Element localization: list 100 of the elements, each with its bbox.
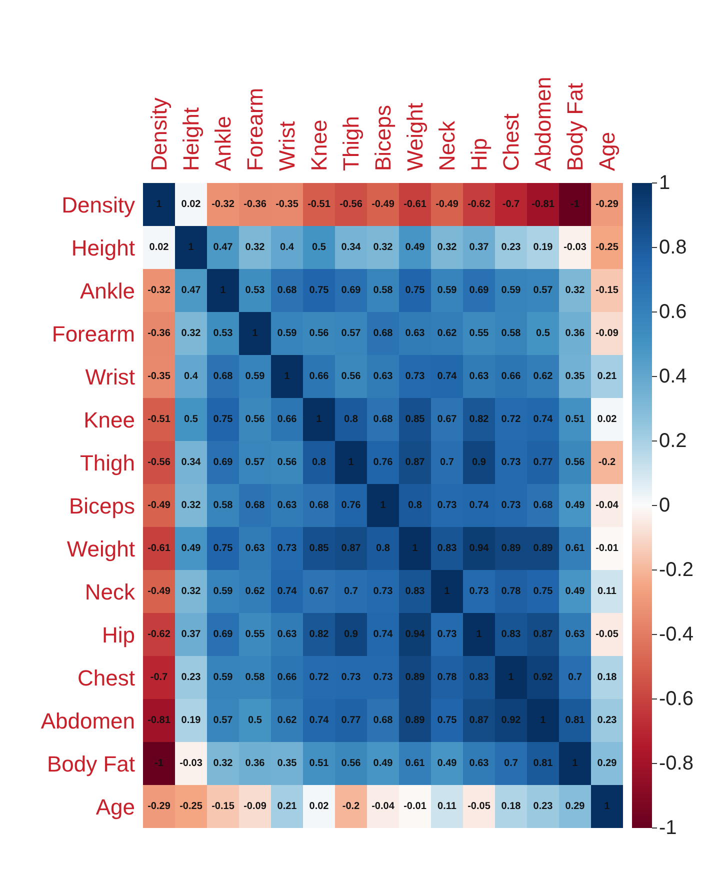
- data-label: 0.58: [213, 500, 234, 511]
- data-label: 0.37: [469, 242, 490, 253]
- data-label: 0.89: [501, 543, 522, 554]
- data-label: 0.74: [373, 629, 394, 640]
- data-label: 0.58: [245, 672, 266, 683]
- data-label: 0.74: [277, 586, 298, 597]
- data-label: 0.75: [213, 543, 234, 554]
- data-label: 0.29: [597, 758, 618, 769]
- data-label: 0.89: [533, 543, 554, 554]
- data-label: -0.25: [180, 801, 203, 812]
- data-label: 0.62: [245, 586, 266, 597]
- data-label: 1: [220, 285, 226, 296]
- data-label: 0.37: [181, 629, 202, 640]
- data-label: 0.47: [181, 285, 202, 296]
- data-label: 0.34: [341, 242, 362, 253]
- data-label: 0.49: [181, 543, 202, 554]
- data-label: 0.59: [437, 285, 458, 296]
- data-label: 0.69: [213, 457, 234, 468]
- data-label: 0.7: [504, 758, 518, 769]
- data-label: 0.34: [181, 457, 202, 468]
- data-label: 0.32: [437, 242, 458, 253]
- data-label: -0.09: [596, 328, 619, 339]
- y-tick-label: Knee: [84, 407, 135, 432]
- data-label: 0.87: [341, 543, 362, 554]
- x-tick-label: Hip: [466, 138, 492, 171]
- data-label: 0.63: [277, 629, 298, 640]
- data-label: 1: [412, 543, 418, 554]
- data-label: 0.62: [277, 715, 298, 726]
- x-tick-label: Age: [594, 132, 620, 171]
- x-tick-label: Wrist: [274, 121, 300, 171]
- data-label: -0.35: [148, 371, 171, 382]
- data-label: 0.32: [245, 242, 266, 253]
- data-label: 0.63: [565, 629, 586, 640]
- data-label: 0.81: [565, 715, 586, 726]
- data-label: 0.87: [469, 715, 490, 726]
- data-label: 0.83: [469, 672, 490, 683]
- x-tick-label: Neck: [434, 120, 460, 171]
- y-tick-label: Body Fat: [46, 751, 135, 776]
- data-label: -0.04: [372, 801, 395, 812]
- data-label: 0.68: [373, 715, 394, 726]
- data-label: 0.82: [309, 629, 330, 640]
- data-label: 0.49: [437, 758, 458, 769]
- data-label: 0.74: [533, 414, 554, 425]
- data-label: 0.68: [277, 285, 298, 296]
- data-label: -0.05: [596, 629, 619, 640]
- data-label: 0.19: [181, 715, 202, 726]
- data-label: 0.51: [309, 758, 330, 769]
- data-label: 0.75: [533, 586, 554, 597]
- data-label: 0.62: [533, 371, 554, 382]
- data-label: 0.73: [501, 500, 522, 511]
- data-label: 0.67: [437, 414, 458, 425]
- data-label: 0.67: [309, 586, 330, 597]
- data-label: 0.66: [501, 371, 522, 382]
- data-label: 0.66: [277, 414, 298, 425]
- data-label: 0.21: [277, 801, 298, 812]
- data-label: 1: [444, 586, 450, 597]
- data-label: 0.49: [373, 758, 394, 769]
- data-label: 0.23: [533, 801, 554, 812]
- data-label: -0.03: [564, 242, 587, 253]
- y-tick-label: Weight: [66, 536, 135, 562]
- data-label: 0.83: [501, 629, 522, 640]
- data-label: 0.56: [341, 371, 362, 382]
- data-label: 0.72: [501, 414, 522, 425]
- data-label: 0.89: [405, 672, 426, 683]
- data-label: -0.09: [244, 801, 267, 812]
- data-label: 0.76: [373, 457, 394, 468]
- data-label: 1: [476, 629, 482, 640]
- data-label: -0.49: [148, 586, 171, 597]
- data-label: 0.4: [280, 242, 294, 253]
- data-label: 0.66: [277, 672, 298, 683]
- data-label: 0.47: [213, 242, 234, 253]
- data-label: 0.68: [245, 500, 266, 511]
- data-label: -0.61: [148, 543, 171, 554]
- x-tick-label: Forearm: [242, 88, 268, 171]
- data-label: 0.85: [309, 543, 330, 554]
- data-label: 0.02: [149, 242, 170, 253]
- data-label: 0.5: [312, 242, 326, 253]
- data-label: 0.73: [373, 672, 394, 683]
- data-label: 0.66: [309, 371, 330, 382]
- x-tick-label: Biceps: [370, 104, 396, 171]
- data-label: -0.15: [212, 801, 235, 812]
- data-label: 0.8: [344, 414, 358, 425]
- data-label: 1: [156, 199, 162, 210]
- x-tick-label: Height: [178, 107, 204, 171]
- data-label: 0.59: [277, 328, 298, 339]
- data-label: 0.76: [341, 500, 362, 511]
- data-label: 0.61: [565, 543, 586, 554]
- y-tick-label: Abdomen: [40, 708, 135, 734]
- data-label: 0.73: [437, 629, 458, 640]
- data-label: 0.19: [533, 242, 554, 253]
- data-label: 0.68: [373, 328, 394, 339]
- x-tick-label: Knee: [306, 120, 332, 171]
- color-bar-label: -0.8: [659, 752, 694, 774]
- data-label: 0.87: [405, 457, 426, 468]
- data-label: 0.68: [213, 371, 234, 382]
- data-label: -0.01: [404, 801, 427, 812]
- y-tick-label: Ankle: [80, 278, 135, 304]
- data-label: -0.03: [180, 758, 203, 769]
- data-label: 1: [380, 500, 386, 511]
- data-label: 0.69: [341, 285, 362, 296]
